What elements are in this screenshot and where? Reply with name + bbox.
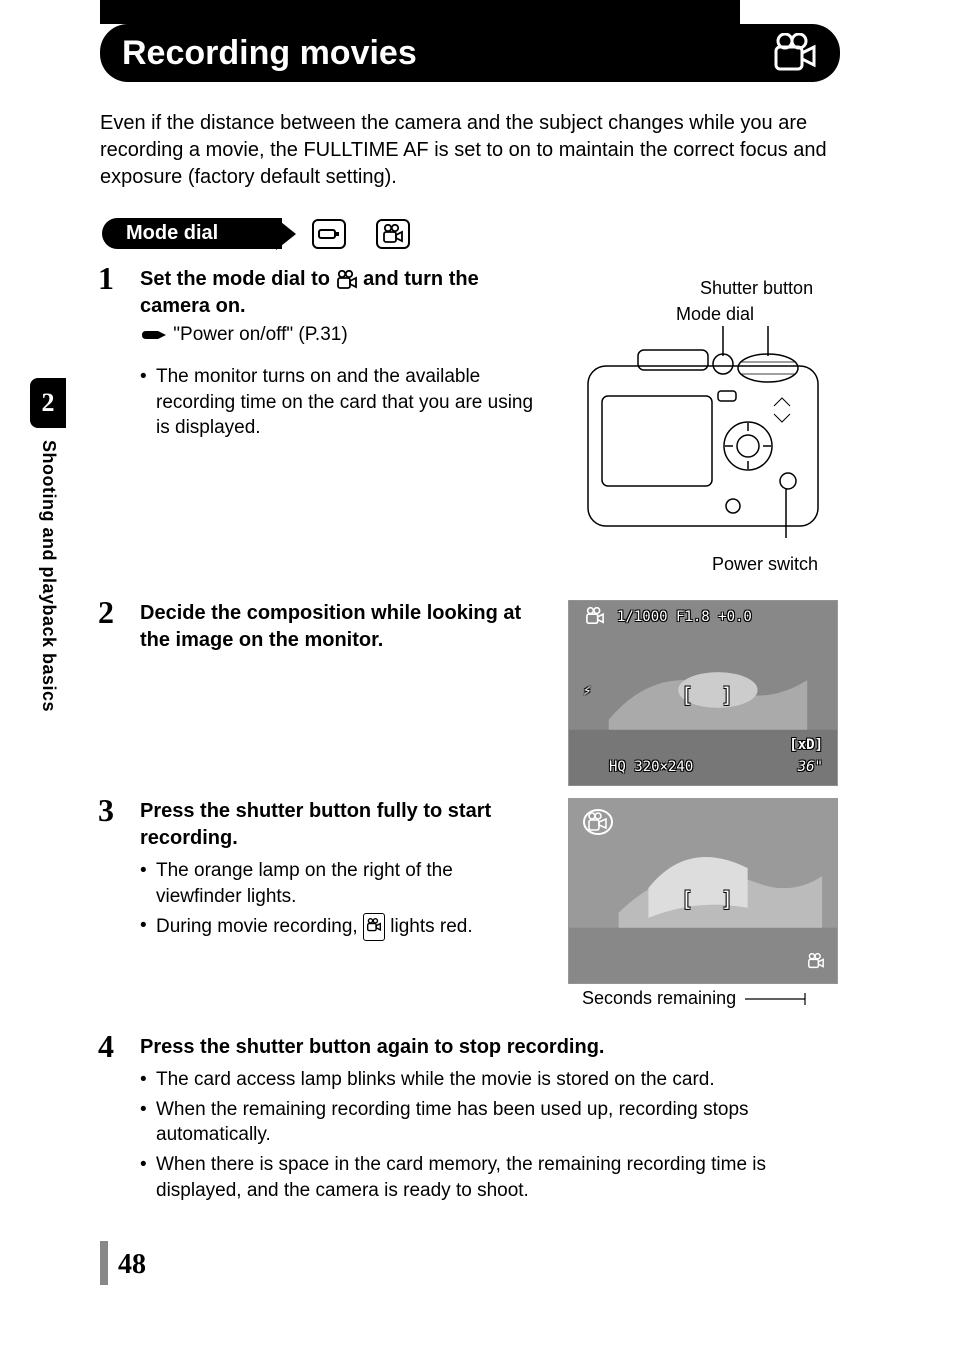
af-brackets: [] xyxy=(681,683,761,707)
page-title: Recording movies xyxy=(122,34,417,73)
step-title: Decide the composition while looking at … xyxy=(140,600,540,654)
lcd-recording-screen: [] xyxy=(568,798,838,984)
bullet-item: When the remaining recording time has be… xyxy=(140,1097,840,1148)
page-number-bar xyxy=(100,1241,108,1285)
step-bullets: The orange lamp on the right of the view… xyxy=(140,858,540,941)
recording-indicator-icon xyxy=(583,809,613,839)
bullet-item: The card access lamp blinks while the mo… xyxy=(140,1067,840,1093)
step-4: 4 Press the shutter button again to stop… xyxy=(100,1034,840,1207)
step-1: 1 Set the mode dial to and turn the came… xyxy=(100,266,540,445)
page-number: 48 xyxy=(118,1249,146,1281)
bullet-item: The orange lamp on the right of the view… xyxy=(140,858,540,909)
top-black-bar xyxy=(100,0,740,24)
step-2: 2 Decide the composition while looking a… xyxy=(100,600,540,654)
step-title: Press the shutter button fully to start … xyxy=(140,798,540,852)
cross-reference: "Power on/off" (P.31) xyxy=(140,324,540,346)
step-number: 3 xyxy=(98,792,114,829)
callout-power-switch: Power switch xyxy=(712,554,818,575)
bullet-item: During movie recording, lights red. xyxy=(140,913,540,941)
step-bullets: The monitor turns on and the available r… xyxy=(140,364,540,441)
step-3: 3 Press the shutter button fully to star… xyxy=(100,798,540,945)
callout-mode-dial: Mode dial xyxy=(676,304,754,325)
lcd-exposure-info: 1/1000 F1.8 +0.0 xyxy=(617,609,752,625)
movie-camera-icon xyxy=(774,33,818,73)
step-title: Set the mode dial to and turn the camera… xyxy=(140,266,540,320)
step-number: 1 xyxy=(98,260,114,297)
af-brackets: [] xyxy=(681,887,761,911)
callout-seconds-remaining: Seconds remaining xyxy=(582,988,809,1009)
bullet-item: When there is space in the card memory, … xyxy=(140,1152,840,1203)
chapter-tab: 2 xyxy=(30,378,66,428)
flash-icon: ⚡ xyxy=(583,683,591,699)
reference-text: "Power on/off" (P.31) xyxy=(173,324,347,345)
step-title: Press the shutter button again to stop r… xyxy=(140,1034,840,1061)
chapter-label: Shooting and playback basics xyxy=(38,440,59,712)
movie-mode-icon xyxy=(585,607,605,629)
lcd-preview-screen: 1/1000 F1.8 +0.0 ⚡ [] [xD] HQ 320×240 36… xyxy=(568,600,838,786)
lcd-quality: HQ 320×240 xyxy=(609,759,693,775)
movie-mode-icon xyxy=(376,219,410,249)
remaining-time-icon xyxy=(807,953,825,973)
mode-dial-label: Mode dial xyxy=(102,218,282,249)
mode-dial-indicator: Mode dial xyxy=(102,218,410,249)
bullet-text-a: During movie recording, xyxy=(156,916,363,937)
pointing-hand-icon xyxy=(140,327,168,343)
power-switch-icon xyxy=(312,219,346,249)
title-bar: Recording movies xyxy=(100,24,840,82)
bullet-item: The monitor turns on and the available r… xyxy=(140,364,540,441)
intro-paragraph: Even if the distance between the camera … xyxy=(100,110,840,191)
movie-mode-icon xyxy=(336,270,358,290)
lcd-remaining: 36" xyxy=(798,759,823,775)
step-title-part-a: Set the mode dial to xyxy=(140,268,336,290)
movie-indicator-icon xyxy=(363,913,385,941)
bullet-text-b: lights red. xyxy=(390,916,472,937)
callout-shutter: Shutter button xyxy=(700,278,813,299)
step-number: 4 xyxy=(98,1028,114,1065)
step-number: 2 xyxy=(98,594,114,631)
step-bullets: The card access lamp blinks while the mo… xyxy=(140,1067,840,1203)
leader-line xyxy=(741,993,809,1005)
chapter-number: 2 xyxy=(42,388,55,418)
callout-text: Seconds remaining xyxy=(582,988,736,1008)
lcd-card-type: [xD] xyxy=(789,737,823,753)
camera-diagram xyxy=(568,326,838,542)
